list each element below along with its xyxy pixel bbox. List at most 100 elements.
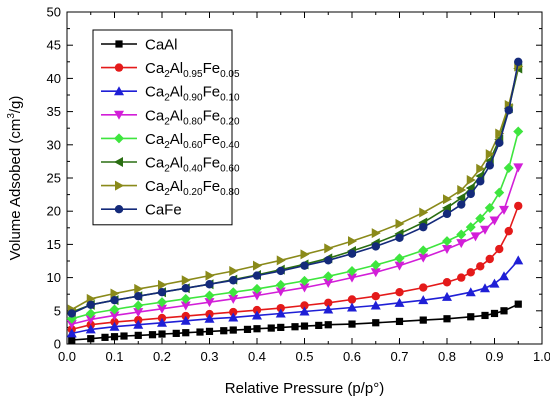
- data-point: [442, 209, 452, 219]
- legend-marker: [115, 180, 124, 191]
- data-point: [466, 268, 475, 277]
- data-point: [229, 265, 239, 276]
- data-point: [133, 319, 144, 329]
- data-point: [87, 335, 95, 343]
- data-point: [514, 57, 523, 66]
- data-point: [419, 283, 428, 292]
- data-point: [180, 315, 191, 325]
- data-point: [300, 249, 310, 260]
- legend-marker: [114, 63, 124, 72]
- data-point: [347, 273, 357, 283]
- x-tick-label: 0.5: [295, 349, 313, 364]
- data-point: [180, 293, 191, 304]
- y-tick-label: 0: [54, 337, 61, 352]
- legend-marker: [114, 110, 124, 120]
- data-point: [465, 222, 476, 233]
- data-point: [157, 317, 167, 327]
- data-point: [300, 301, 309, 310]
- data-point: [465, 287, 476, 297]
- data-point: [419, 222, 428, 232]
- data-point: [370, 268, 381, 278]
- data-point: [442, 245, 452, 255]
- data-point: [229, 326, 237, 334]
- data-point: [513, 163, 524, 173]
- data-point: [228, 287, 239, 298]
- x-axis-title: Relative Pressure (p/p°): [225, 380, 384, 397]
- data-point: [500, 307, 508, 315]
- y-tick-label: 40: [47, 71, 61, 86]
- data-point: [158, 279, 167, 290]
- data-point: [418, 245, 429, 256]
- x-tick-label: 0.7: [390, 349, 408, 364]
- data-point: [85, 315, 96, 325]
- x-tick-label: 0.0: [58, 349, 76, 364]
- data-point: [109, 321, 120, 331]
- data-point: [476, 177, 485, 186]
- data-point: [196, 328, 204, 336]
- data-point: [323, 271, 334, 282]
- x-tick-label: 0.2: [153, 349, 171, 364]
- x-tick-label: 1.0: [533, 349, 550, 364]
- data-point: [394, 253, 405, 264]
- series-8: [67, 57, 523, 318]
- legend-item: Ca2Al0.60Fe0.40: [101, 131, 240, 151]
- data-point: [276, 266, 285, 276]
- data-point: [480, 283, 490, 293]
- data-point: [347, 249, 357, 258]
- data-point: [110, 333, 119, 341]
- data-point: [495, 128, 505, 139]
- data-point: [323, 278, 334, 288]
- legend-item: Ca2Al0.20Fe0.80: [101, 178, 240, 198]
- legend: CaAl Ca2Al0.95Fe0.05 Ca2Al0.90Fe0.10 Ca2Al0…: [92, 29, 240, 226]
- legend-label: Ca2Al0.80Fe0.20: [145, 107, 240, 127]
- data-point: [157, 297, 167, 308]
- data-point: [494, 187, 505, 198]
- data-point: [348, 320, 356, 328]
- data-point: [252, 310, 262, 320]
- data-point: [85, 324, 96, 334]
- data-point: [324, 256, 333, 265]
- data-point: [499, 205, 509, 215]
- y-tick-label: 15: [47, 237, 61, 252]
- data-point: [157, 304, 167, 314]
- data-point: [229, 307, 238, 317]
- data-point: [110, 295, 119, 305]
- data-point: [466, 174, 476, 185]
- data-point: [315, 321, 323, 330]
- data-point: [276, 255, 286, 266]
- data-point: [204, 290, 215, 301]
- data-point: [86, 300, 95, 310]
- data-point: [252, 305, 262, 315]
- data-point: [275, 279, 286, 290]
- legend-item: Ca2Al0.90Fe0.10: [101, 84, 240, 104]
- data-point: [456, 229, 467, 240]
- data-point: [514, 201, 523, 211]
- x-tick-label: 0.3: [200, 349, 218, 364]
- series-4: [66, 163, 524, 330]
- data-point: [442, 278, 452, 287]
- data-point: [457, 184, 467, 195]
- data-point: [457, 200, 466, 209]
- data-point: [299, 275, 310, 286]
- legend-label: CaAl: [145, 37, 178, 54]
- data-point: [484, 202, 495, 213]
- series-7: [67, 61, 524, 315]
- data-point: [347, 295, 357, 304]
- data-point: [395, 317, 404, 326]
- data-point: [229, 276, 238, 285]
- data-point: [490, 309, 499, 318]
- data-point: [394, 261, 405, 271]
- data-point: [418, 295, 429, 305]
- data-point: [133, 308, 144, 318]
- data-point: [418, 253, 429, 263]
- x-tick-label: 0.1: [105, 349, 123, 364]
- data-point: [504, 106, 513, 115]
- data-point: [291, 323, 299, 331]
- data-point: [395, 218, 405, 229]
- data-point: [101, 333, 109, 341]
- data-point: [300, 261, 309, 270]
- data-point: [480, 225, 490, 235]
- data-point: [277, 323, 285, 331]
